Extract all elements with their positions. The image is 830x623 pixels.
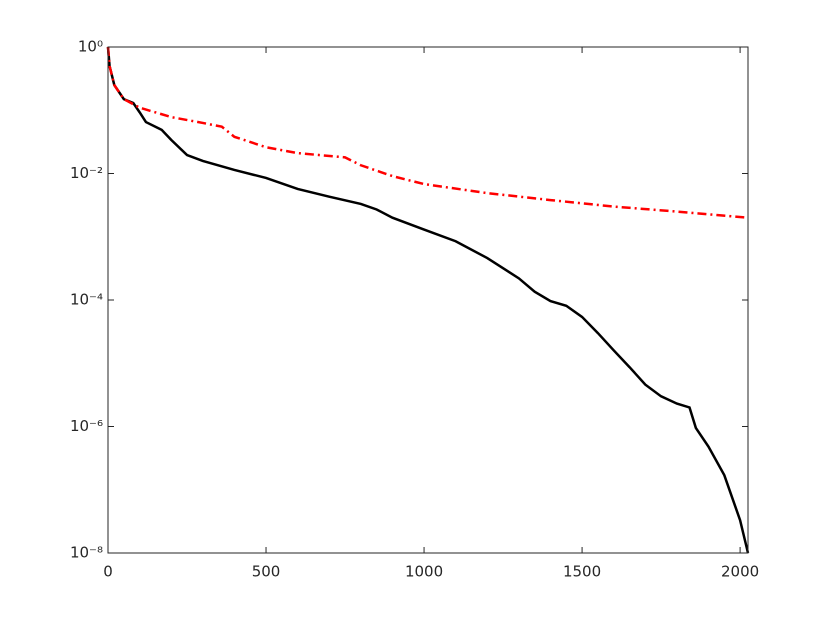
y-tick-label: 10⁰ — [78, 38, 103, 56]
x-tick-label: 0 — [103, 563, 113, 581]
x-tick-label: 2000 — [721, 563, 759, 581]
y-tick-label: 10⁻² — [70, 164, 103, 182]
x-tick-label: 1500 — [563, 563, 601, 581]
y-tick-label: 10⁻⁸ — [70, 544, 103, 562]
y-tick-label: 10⁻⁴ — [70, 291, 103, 309]
data-line — [106, 46, 749, 219]
x-tick-label: 500 — [252, 563, 281, 581]
x-tick-label: 1000 — [405, 563, 443, 581]
data-line — [106, 46, 750, 554]
y-tick-label: 10⁻⁶ — [70, 417, 103, 435]
